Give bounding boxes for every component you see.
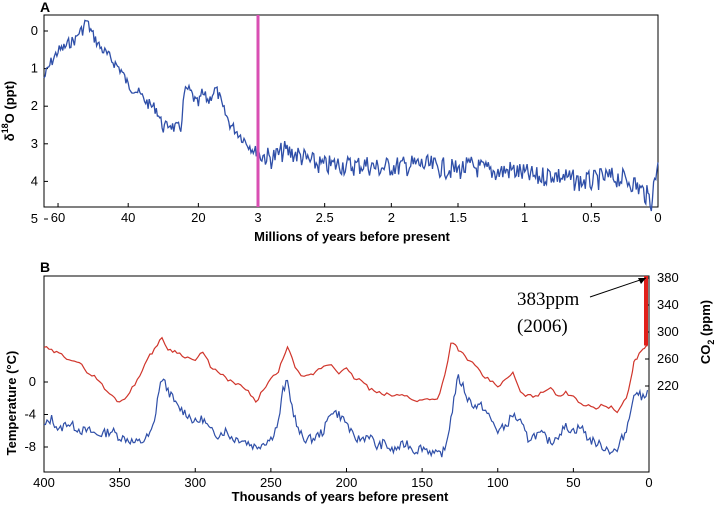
annotation-co2-year: (2006) [517,316,568,337]
panel-a-frame [43,14,659,208]
panel-b-ylabel-right: CO2 (ppm) [698,300,716,364]
panel-b-xlabel: Thousands of years before present [232,489,449,504]
panel-b-xticks: 400 350 300 250 200 150 100 50 0 [33,468,653,490]
b-ytick-left-label: -4 [24,407,36,422]
panel-a-yticks: 0 1 2 3 4 5 [31,23,48,226]
b-ytick-right-label: 260 [657,351,679,366]
ylabel-b-sub: 2 [706,340,716,345]
b-xtick-label: 100 [487,475,509,490]
ylabel-a-rest: O (ppt) [2,81,17,124]
b-xtick-label: 300 [184,475,206,490]
annotation-arrow [589,277,647,298]
a-xtick-label: 20 [191,210,205,225]
b-xtick-label: 350 [109,475,131,490]
panel-a-label: A [40,0,50,15]
panel-b-yticks-right: 380 340 300 260 220 [645,270,679,393]
a-ytick-label: 3 [31,136,38,151]
b-xtick-label: 250 [260,475,282,490]
a-xtick-label: 1.5 [449,210,467,225]
a-xtick-label: 2.5 [316,210,334,225]
a-ytick-label: 5 [31,211,38,226]
panel-b-yticks-left: 0 -4 -8 [24,374,48,454]
b-ytick-right-label: 220 [657,378,679,393]
ylabel-a-delta: δ [2,133,17,141]
svg-text:CO2 (ppm): CO2 (ppm) [698,300,716,364]
svg-text:δ18O (ppt): δ18O (ppt) [0,81,17,142]
a-xtick-label: 60 [51,210,65,225]
ylabel-b-rest: (ppm) [698,300,713,340]
b-ytick-right-label: 380 [657,270,679,285]
a-xtick-label: 0.5 [582,210,600,225]
ylabel-a-sup: 18 [0,123,10,133]
panel-a-xticks: 60 40 20 3 2.5 2 1.5 1 0.5 0 [51,203,662,225]
b-co2-line [43,336,648,414]
b-xtick-label: 400 [33,475,55,490]
panel-a: A Millions of years before present δ18O … [0,0,662,244]
panel-b-series [43,275,649,458]
a-ytick-label: 1 [31,61,38,76]
b-ytick-right-label: 340 [657,297,679,312]
b-xtick-label: 200 [336,475,358,490]
b-ytick-left-label: 0 [29,374,36,389]
a-xtick-label: 0 [654,210,661,225]
a-xtick-label: 3 [254,210,261,225]
a-ytick-label: 0 [31,23,38,38]
a-ytick-label: 2 [31,98,38,113]
a-ytick-label: 4 [31,173,38,188]
panel-a-xlabel: Millions of years before present [254,229,450,244]
panel-b-ylabel-left: Temperature (°C) [4,351,19,456]
b-xtick-label: 50 [566,475,580,490]
b-xtick-label: 150 [411,475,433,490]
svg-text:Temperature (°C): Temperature (°C) [4,351,19,456]
a-xtick-label: 2 [388,210,395,225]
b-xtick-label: 0 [645,475,652,490]
b-ytick-right-label: 300 [657,324,679,339]
a-xtick-label: 1 [521,210,528,225]
annotation-arrowhead [638,278,646,284]
b-temperature-line [43,374,649,458]
panel-b-label: B [40,259,50,275]
b-ytick-left-label: -8 [24,439,36,454]
ylabel-b-co: CO [698,345,713,365]
panel-a-ylabel: δ18O (ppt) [0,81,17,142]
panel-b: B Thousands of years before present Temp… [4,259,716,504]
annotation-co2-value: 383ppm [517,289,580,310]
a-d18o-line [43,19,659,212]
panel-a-series [43,19,659,212]
a-xtick-label: 40 [121,210,135,225]
